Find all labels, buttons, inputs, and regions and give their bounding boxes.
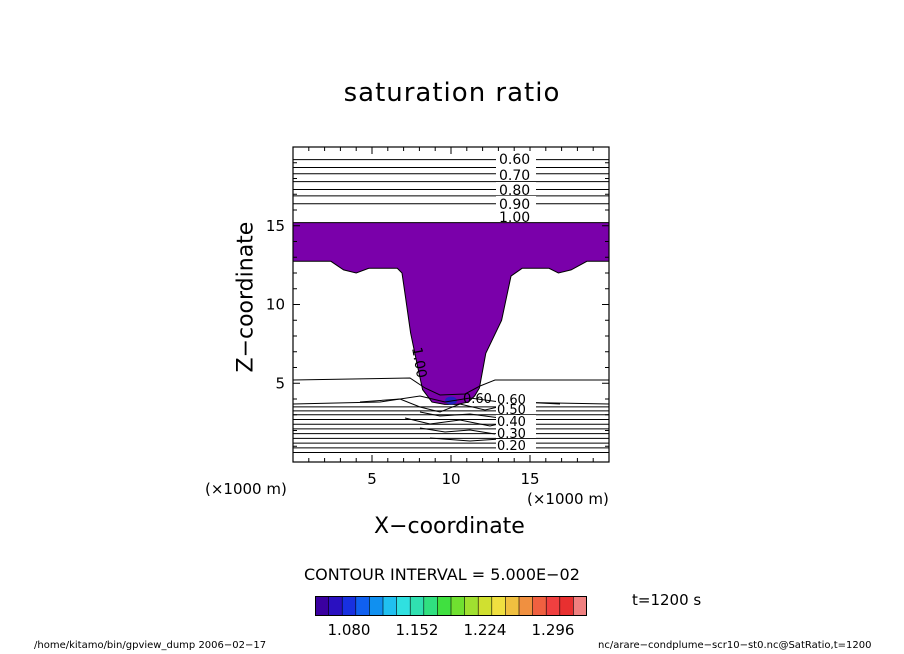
supersaturated-region (292, 222, 610, 405)
lower-contour-label: 0.50 (497, 403, 526, 418)
colorbar-frame (315, 596, 587, 616)
colorbar-segment (519, 596, 534, 616)
upper-contour-label: 0.80 (499, 183, 530, 199)
colorbar-segment (383, 596, 398, 616)
time-label: t=1200 s (632, 591, 702, 609)
lower-contour-label-bg (496, 415, 536, 426)
colorbar-segment (437, 596, 452, 616)
lower-contour-label-bg (496, 427, 536, 438)
x-axis-unit: (×1000 m) (527, 490, 609, 508)
x-tick-label: 5 (367, 470, 377, 488)
lower-contour-label-bg (496, 439, 536, 450)
colorbar-segment (464, 596, 479, 616)
colorbar-tick-label: 1.224 (463, 621, 507, 639)
colorbar-tick-label: 1.296 (531, 621, 575, 639)
lower-contour-label: 0.60 (497, 393, 526, 408)
upper-contour-label-bg (496, 196, 536, 209)
lower-contour-label: 0.40 (497, 415, 526, 430)
plume-base-contour-0 (292, 377, 609, 396)
colorbar (315, 596, 587, 616)
y-axis-unit: (×1000 m) (205, 480, 287, 498)
upper-contour-label: 0.60 (499, 152, 530, 168)
colorbar-segment (315, 596, 330, 616)
mid-contour-label: 1.00 (408, 346, 429, 379)
colorbar-segment (328, 596, 343, 616)
colorbar-tick-label: 1.080 (327, 621, 371, 639)
chart-title: saturation ratio (343, 78, 561, 108)
colorbar-segment (342, 596, 357, 616)
y-tick-label: 5 (275, 374, 285, 392)
y-tick-label: 15 (266, 217, 285, 235)
colorbar-segment (491, 596, 506, 616)
upper-contour-label-bg (496, 167, 536, 180)
mid-contour-label: 0.60 (463, 392, 492, 407)
colorbar-segment (369, 596, 384, 616)
x-tick-label: 15 (520, 470, 539, 488)
upper-contour-label-bg (496, 182, 536, 195)
lower-contour-label: 0.30 (497, 427, 526, 442)
colorbar-segment (396, 596, 411, 616)
colorbar-segment (410, 596, 425, 616)
plume-base-contour-5 (419, 427, 496, 435)
y-axis-title: Z−coordinate (233, 221, 259, 373)
upper-contour-label: 0.70 (499, 168, 530, 184)
lower-contour-label-bg (496, 393, 536, 404)
upper-contour-label: 1.00 (499, 210, 530, 226)
footer-right: nc/arare−condplume−scr10−st0.nc@SatRatio… (598, 640, 872, 651)
colorbar-tick-label: 1.152 (395, 621, 439, 639)
colorbar-segment (478, 596, 493, 616)
colorbar-segment (451, 596, 466, 616)
colorbar-segment (532, 596, 547, 616)
colorbar-segment (423, 596, 438, 616)
contour-interval-label: CONTOUR INTERVAL = 5.000E−02 (304, 565, 580, 584)
x-tick-label: 10 (441, 470, 460, 488)
lower-contour-label: 0.20 (497, 439, 526, 454)
colorbar-segment (559, 596, 574, 616)
y-tick-label: 10 (266, 296, 285, 314)
upper-contour-label-bg (496, 209, 536, 222)
footer-left: /home/kitamo/bin/gpview_dump 2006−02−17 (34, 640, 267, 651)
colorbar-segment (573, 596, 587, 616)
upper-contour-label-bg (496, 151, 536, 164)
colorbar-segment (505, 596, 520, 616)
plume-base-contour-6 (429, 437, 501, 442)
colorbar-segment (546, 596, 561, 616)
lower-contour-label-bg (496, 403, 536, 414)
x-axis-title: X−coordinate (374, 514, 525, 539)
colorbar-segment (355, 596, 370, 616)
